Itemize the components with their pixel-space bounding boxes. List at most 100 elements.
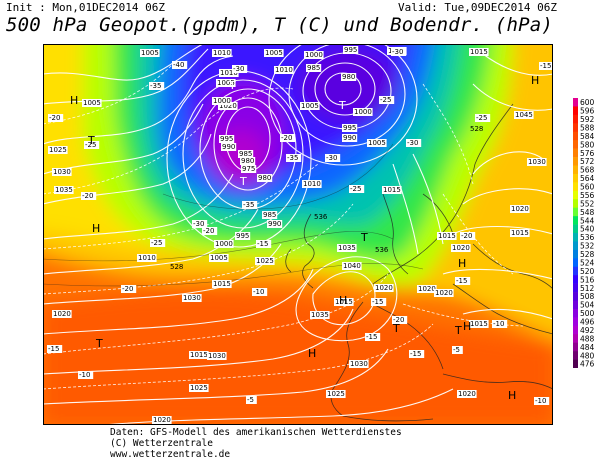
temperature-label: -15 [410,350,421,358]
scale-label: 576 [580,149,595,158]
height-label: 536 [375,246,389,254]
temperature-label: -5 [453,346,460,354]
pressure-label: 980 [342,73,355,81]
scale-swatch [573,258,578,268]
pressure-label: 1035 [338,244,356,252]
temperature-label-bg [149,82,165,90]
temperature-label-bg [246,396,257,404]
temperature-label: -25 [380,96,391,104]
high-pressure-marker: H [308,347,316,360]
temperature-label: -20 [281,134,292,142]
temperature-label-bg [286,154,302,162]
pressure-label-bg [514,111,534,119]
scale-swatch [573,190,578,200]
pressure-label-bg [434,289,454,297]
scale-swatch [573,249,578,259]
pressure-label-bg [212,97,232,105]
pressure-label: 1005 [301,102,319,110]
scale-label: 532 [580,242,595,251]
temperature-label-bg [365,333,381,341]
pressure-label-bg [274,66,294,74]
temperature-label-bg [455,277,471,285]
pressure-label: 1030 [53,168,71,176]
height-label: 528 [170,263,183,271]
temperature-label-bg [452,346,463,354]
pressure-label: 1045 [515,111,533,119]
scale-swatch [573,148,578,158]
scale-swatch [573,300,578,310]
pressure-label: 975 [242,165,255,173]
pressure-label-bg [367,139,387,147]
pressure-label-bg [140,49,160,57]
pressure-label: 990 [222,143,235,151]
temperature-label-bg [47,345,63,353]
temperature-label-bg [391,48,407,56]
pressure-label-bg [214,240,234,248]
high-pressure-marker: H [70,94,78,107]
pressure-label: 1015 [213,280,231,288]
temperature-label-bg [81,192,97,200]
scale-swatch [573,241,578,251]
init-time-label: Init : Mon,01DEC2014 06Z [6,1,165,14]
pressure-label: 1010 [275,66,293,74]
pressure-label: 1040 [343,262,361,270]
temperature-label: -30 [392,48,403,56]
scale-label: 512 [580,284,595,293]
scale-label: 552 [580,199,595,208]
scale-swatch [573,359,578,368]
pressure-label: 1020 [219,102,237,110]
pressure-label: 1020 [418,285,436,293]
temperature-label-bg [534,397,550,405]
pressure-label-bg [326,390,346,398]
scale-label: 484 [580,343,595,352]
pressure-label-bg [54,186,74,194]
scale-swatch [573,182,578,192]
scale-label: 588 [580,123,595,132]
temperature-label: -25 [151,239,162,247]
pressure-label-bg [304,51,324,59]
pressure-label-bg [510,205,530,213]
pressure-label-bg [437,232,457,240]
temperature-label: -20 [393,316,404,324]
pressure-label: 1020 [458,390,476,398]
temperature-label: -15 [48,345,59,353]
temperature-label-bg [121,285,137,293]
pressure-label: 1010 [138,254,156,262]
pressure-label: 1015 [511,229,529,237]
pressure-label-bg [218,102,238,110]
temperature-label-bg [242,201,258,209]
temperature-label-bg [192,220,208,228]
pressure-label: 1015 [383,186,401,194]
pressure-label-bg [221,143,237,151]
pressure-label: 1020 [511,205,529,213]
high-pressure-marker: H [458,257,466,270]
pressure-label: 1030 [350,360,368,368]
pressure-label-bg [238,150,254,158]
pressure-label: 1005 [210,254,228,262]
pressure-label-bg [342,262,362,270]
temperature-label-bg [84,141,100,149]
pressure-label: 995 [344,46,357,54]
pressure-label-bg [310,311,330,319]
temperature-label-bg [460,232,476,240]
temperature-label: -30 [193,220,204,228]
scale-label: 496 [580,318,595,327]
pressure-label: 1010 [220,69,238,77]
pressure-label-bg [527,158,547,166]
temperature-label-bg [409,350,425,358]
temperature-label-bg [252,288,268,296]
scale-label: 520 [580,267,595,276]
pressure-label-bg [337,244,357,252]
scale-swatch [573,308,578,318]
pressure-label-bg [207,352,227,360]
low-pressure-marker: T [338,99,346,112]
scale-label: 476 [580,360,595,368]
pressure-label-bg [417,285,437,293]
scale-label: 596 [580,107,595,116]
temperature-label: -25 [85,141,96,149]
temperature-label-bg [78,371,94,379]
footer-data-source: Daten: GFS-Modell des amerikanischen Wet… [110,427,402,438]
pressure-label: 995 [236,232,249,240]
pressure-label: 1035 [311,311,329,319]
pressure-label-bg [189,384,209,392]
